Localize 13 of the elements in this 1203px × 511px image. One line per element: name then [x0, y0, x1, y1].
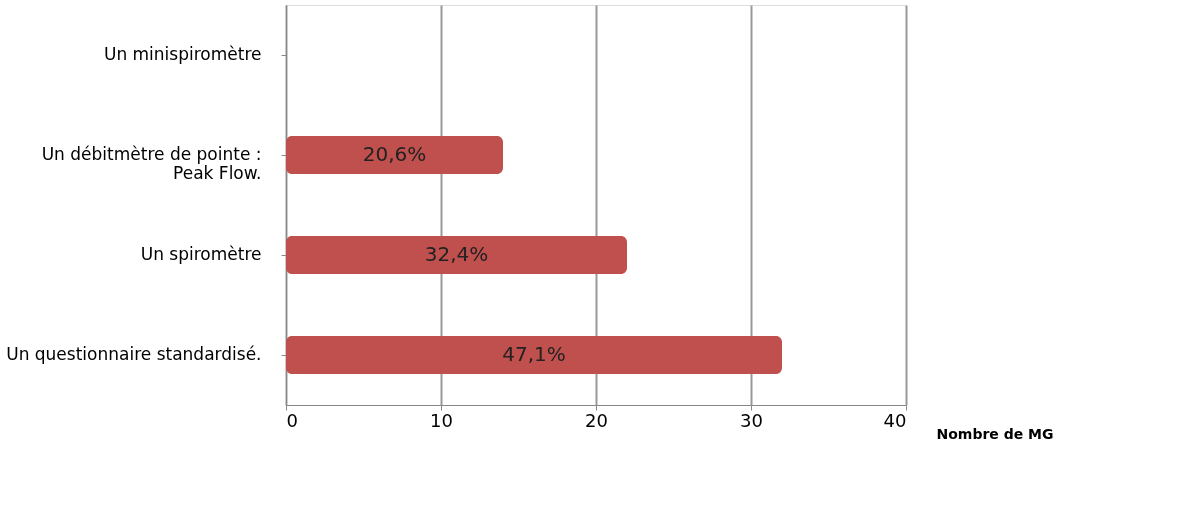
annotation: 32,4% — [424, 242, 489, 266]
x-tick-label: 10 — [430, 409, 453, 431]
x-axis-title: Nombre de MG — [936, 425, 1054, 442]
y-tick-label: Un minispiromètre — [103, 44, 262, 64]
y-tick-label: Un débitmètre de pointe : Peak Flow. — [41, 144, 262, 183]
annotation: 47,1% — [502, 342, 566, 366]
x-tick-label: 20 — [585, 409, 608, 431]
y-tick-label: Un spiromètre — [140, 244, 262, 264]
x-tick-label: 40 — [883, 409, 907, 431]
y-tick-label: Un questionnaire standardisé. — [6, 344, 262, 364]
annotation: 20,6% — [362, 142, 427, 166]
x-tick-label: 30 — [740, 409, 763, 431]
x-tick-label: 0 — [286, 409, 298, 431]
